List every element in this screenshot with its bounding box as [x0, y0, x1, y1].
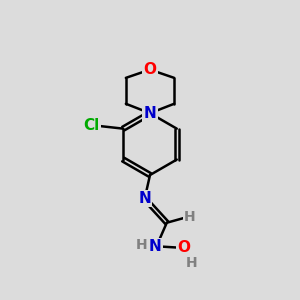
Text: H: H	[184, 210, 196, 224]
Text: Cl: Cl	[83, 118, 100, 133]
Text: N: N	[148, 239, 161, 254]
Text: H: H	[186, 256, 198, 270]
Text: N: N	[138, 191, 151, 206]
Text: O: O	[143, 62, 157, 77]
Text: O: O	[178, 240, 191, 255]
Text: H: H	[135, 238, 147, 252]
Text: N: N	[144, 106, 156, 121]
